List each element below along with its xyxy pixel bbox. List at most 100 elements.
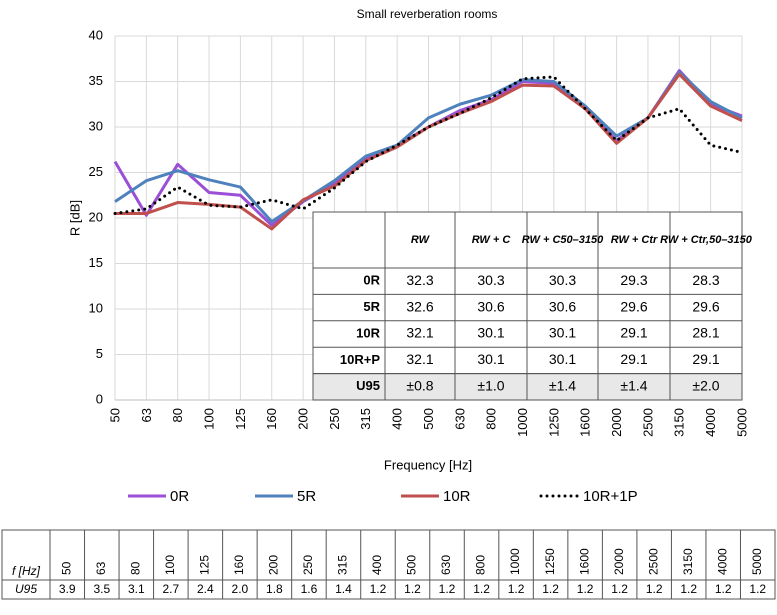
table-row-label: 10R+P — [340, 352, 380, 367]
table-cell: 1.2 — [680, 582, 697, 596]
x-tick-label: 100 — [201, 408, 216, 430]
table-cell: ±1.0 — [477, 378, 504, 394]
table-header: 250 — [301, 555, 315, 575]
table-cell: 29.1 — [620, 325, 647, 341]
table-header: 1000 — [508, 548, 522, 575]
table-cell: 29.6 — [620, 298, 647, 314]
table-row-label: f [Hz] — [12, 564, 41, 578]
table-cell: 28.1 — [692, 325, 719, 341]
table-row-label: 5R — [363, 299, 380, 314]
x-tick-label: 1600 — [578, 408, 593, 437]
y-tick-label: 20 — [89, 209, 103, 224]
table-cell: 1.4 — [335, 582, 352, 596]
table-header: 400 — [370, 555, 384, 575]
y-tick-label: 25 — [89, 164, 103, 179]
x-tick-label: 3150 — [672, 408, 687, 437]
table-cell: 29.1 — [692, 351, 719, 367]
table-header: 1600 — [577, 548, 591, 575]
x-tick-label: 200 — [296, 408, 311, 430]
table-header: 800 — [474, 555, 488, 575]
table-cell: 1.2 — [715, 582, 732, 596]
table-cell: 30.1 — [549, 351, 576, 367]
table-cell: 1.2 — [508, 582, 525, 596]
table-header: 630 — [439, 555, 453, 575]
x-tick-label: 80 — [170, 408, 185, 422]
table-cell: 29.3 — [620, 272, 647, 288]
table-row-label: U95 — [15, 582, 37, 596]
y-tick-label: 0 — [96, 391, 103, 406]
legend-label: 10R — [443, 488, 471, 505]
table-cell: 32.1 — [406, 351, 433, 367]
table-cell: 32.3 — [406, 272, 433, 288]
x-tick-label: 63 — [139, 408, 154, 422]
table-cell: 30.1 — [549, 325, 576, 341]
table-header: RW + Ctr — [611, 234, 658, 246]
table-cell: 30.6 — [549, 298, 576, 314]
table-cell: 3.1 — [128, 582, 145, 596]
table-header: 3150 — [681, 548, 695, 575]
x-tick-label: 50 — [107, 408, 122, 422]
x-tick-label: 400 — [390, 408, 405, 430]
y-tick-label: 15 — [89, 255, 103, 270]
table-header: 2000 — [612, 548, 626, 575]
table-header: 63 — [94, 561, 108, 575]
y-tick-label: 10 — [89, 300, 103, 315]
table-cell: ±0.8 — [406, 378, 433, 394]
table-cell: 1.8 — [266, 582, 283, 596]
x-tick-label: 315 — [358, 408, 373, 430]
x-tick-label: 500 — [421, 408, 436, 430]
x-tick-label: 2500 — [640, 408, 655, 437]
chart-title: Small reverberation rooms — [357, 7, 498, 21]
series-line — [113, 75, 744, 215]
x-tick-label: 125 — [233, 408, 248, 430]
y-tick-label: 40 — [89, 27, 103, 42]
legend-label: 0R — [170, 488, 189, 505]
table-cell: 1.2 — [370, 582, 387, 596]
table-cell: 32.1 — [406, 325, 433, 341]
table-header: 100 — [163, 555, 177, 575]
table-header: 4000 — [715, 548, 729, 575]
table-cell: 1.2 — [404, 582, 421, 596]
table-header: 5000 — [750, 548, 764, 575]
table-cell: ±1.4 — [620, 378, 647, 394]
x-tick-label: 160 — [264, 408, 279, 430]
x-tick-label: 1000 — [515, 408, 530, 437]
table-header: 80 — [128, 561, 142, 575]
table-cell: ±1.4 — [549, 378, 576, 394]
x-tick-label: 5000 — [734, 408, 749, 437]
x-tick-label: 1250 — [546, 408, 561, 437]
table-cell: 1.2 — [749, 582, 766, 596]
table-row-label: 0R — [363, 273, 380, 288]
table-cell: 2.4 — [197, 582, 214, 596]
table-cell: 3.9 — [59, 582, 76, 596]
table-cell: 1.2 — [542, 582, 559, 596]
table-header: RW — [411, 234, 431, 246]
table-header: 160 — [232, 555, 246, 575]
table-cell: 1.6 — [301, 582, 318, 596]
table-cell: 30.3 — [477, 272, 504, 288]
table-header: RW + C — [472, 234, 512, 246]
legend-label: 10R+1P — [583, 488, 638, 505]
table-cell: 30.1 — [477, 351, 504, 367]
table-cell: 28.3 — [692, 272, 719, 288]
table-cell: ±2.0 — [692, 378, 719, 394]
table-cell: 2.0 — [232, 582, 249, 596]
table-header: 500 — [405, 555, 419, 575]
x-tick-label: 2000 — [609, 408, 624, 437]
table-cell: 1.2 — [439, 582, 456, 596]
legend-label: 5R — [297, 488, 316, 505]
table-cell: 1.2 — [473, 582, 490, 596]
table-header: 50 — [59, 561, 73, 575]
table-header: RW + Ctr,50–3150 — [660, 234, 753, 246]
table-cell: 30.1 — [477, 325, 504, 341]
x-tick-label: 4000 — [703, 408, 718, 437]
table-header: 2500 — [646, 548, 660, 575]
table-header: 315 — [336, 555, 350, 575]
y-tick-label: 35 — [89, 73, 103, 88]
table-cell: 30.3 — [549, 272, 576, 288]
x-tick-label: 250 — [327, 408, 342, 430]
table-cell: 30.6 — [477, 298, 504, 314]
x-tick-label: 630 — [452, 408, 467, 430]
table-cell: 3.5 — [93, 582, 110, 596]
